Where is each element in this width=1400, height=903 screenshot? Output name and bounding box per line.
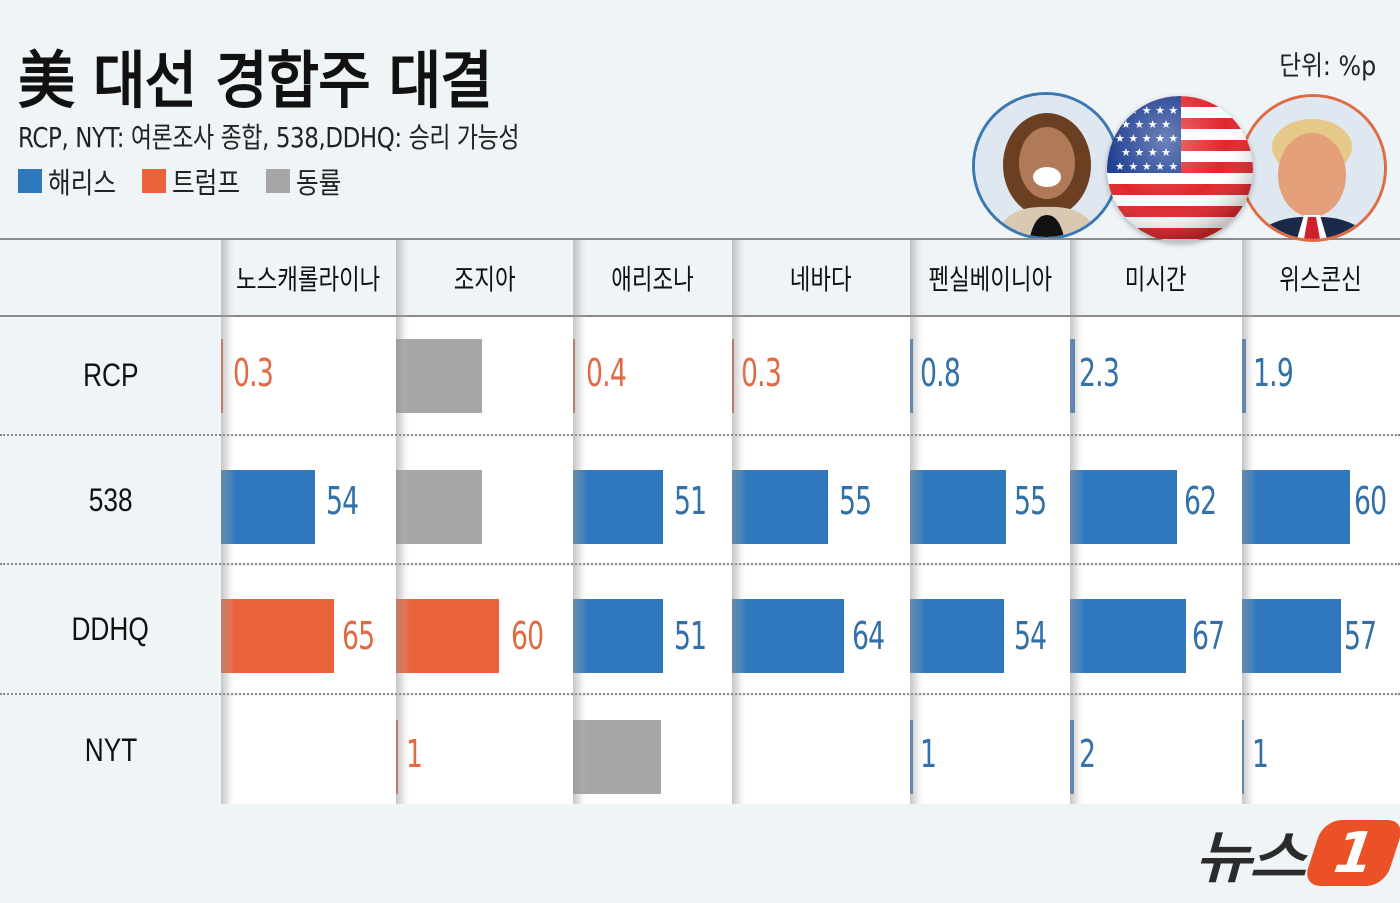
value-label: 1 <box>406 732 423 776</box>
comparison-table: 노스캐롤라이나 조지아 애리조나 네바다 펜실베이니아 미시간 위스콘신 RCP… <box>0 238 1400 804</box>
value-label: 55 <box>1014 479 1047 523</box>
value-label: 55 <box>839 479 872 523</box>
bar-harris <box>1242 470 1350 544</box>
bar-harris <box>573 470 663 544</box>
value-label: 67 <box>1192 614 1225 658</box>
legend-swatch-harris <box>18 169 42 193</box>
row-label: RCP <box>0 317 221 434</box>
harris-portrait <box>972 92 1120 240</box>
bar-harris <box>1242 599 1341 673</box>
table-row-nyt: NYT 1 1 2 1 <box>0 696 1400 804</box>
bar-harris <box>1070 599 1186 673</box>
column-header-georgia: 조지아 <box>453 262 516 296</box>
bar-harris <box>910 599 1004 673</box>
value-label: 60 <box>1354 479 1387 523</box>
bar-trump <box>573 339 575 413</box>
logo-mark-icon: 1 <box>1302 820 1400 886</box>
news1-logo: 뉴스 1 <box>1195 818 1400 891</box>
legend: 해리스 트럼프 동률 <box>18 160 349 202</box>
bar-harris <box>910 339 913 413</box>
table-row-538: 538 54 51 55 55 62 60 <box>0 437 1400 565</box>
bar-harris <box>1070 339 1075 413</box>
bar-tie <box>396 339 482 413</box>
chart-subtitle: RCP, NYT: 여론조사 종합, 538,DDHQ: 승리 가능성 <box>18 121 520 154</box>
candidate-portraits: ★ ★ ★ ★ ★ ★ ★ ★ ★ ★ ★ ★ ★ ★ ★ ★ ★ ★ ★ ★ … <box>972 92 1392 242</box>
bar-tie <box>396 470 482 544</box>
value-label: 2.3 <box>1079 351 1120 395</box>
value-label: 51 <box>674 614 707 658</box>
value-label: 0.3 <box>741 351 782 395</box>
legend-label: 트럼프 <box>172 166 241 200</box>
trump-avatar-icon <box>1242 97 1384 239</box>
bar-trump <box>396 599 499 673</box>
value-label: 57 <box>1344 614 1377 658</box>
bar-harris <box>221 470 315 544</box>
chart-title: 美 대선 경합주 대결 <box>18 44 493 117</box>
bar-trump <box>221 599 334 673</box>
column-header-pennsylvania: 펜실베이니아 <box>928 262 1052 296</box>
unit-label: 단위: %p <box>1279 51 1376 82</box>
us-flag-badge: ★ ★ ★ ★ ★ ★ ★ ★ ★ ★ ★ ★ ★ ★ ★ ★ ★ ★ ★ ★ … <box>1107 96 1253 242</box>
value-label: 54 <box>1014 614 1047 658</box>
column-header-north-carolina: 노스캐롤라이나 <box>236 262 381 296</box>
bar-harris <box>1242 720 1244 794</box>
value-label: 0.4 <box>586 351 627 395</box>
bar-harris <box>910 470 1006 544</box>
table-row-ddhq: DDHQ 65 60 51 64 54 67 57 <box>0 566 1400 695</box>
bar-harris <box>910 720 913 794</box>
legend-label: 해리스 <box>48 166 117 200</box>
legend-swatch-tie <box>266 169 291 193</box>
value-label: 1 <box>1252 732 1269 776</box>
value-label: 51 <box>674 479 707 523</box>
bar-harris <box>1070 470 1177 544</box>
logo-text: 뉴스 <box>1195 825 1306 891</box>
legend-item-harris: 해리스 <box>18 160 128 202</box>
value-label: 60 <box>511 614 544 658</box>
value-label: 62 <box>1184 479 1217 523</box>
bar-harris <box>1242 339 1246 413</box>
legend-item-trump: 트럼프 <box>142 160 252 202</box>
row-label: DDHQ <box>0 566 221 693</box>
bar-trump <box>396 720 398 794</box>
bar-trump <box>221 339 223 413</box>
column-header-michigan: 미시간 <box>1125 262 1187 296</box>
trump-portrait <box>1239 94 1387 242</box>
bar-harris <box>732 599 844 673</box>
value-label: 65 <box>342 614 375 658</box>
value-label: 1.9 <box>1253 351 1294 395</box>
column-header-wisconsin: 위스콘신 <box>1279 262 1363 296</box>
table-row-rcp: RCP 0.3 0.4 0.3 0.8 2.3 1.9 <box>0 317 1400 436</box>
legend-item-tie: 동률 <box>266 160 349 202</box>
bar-trump <box>732 339 734 413</box>
value-label: 64 <box>852 614 885 658</box>
bar-harris <box>732 470 828 544</box>
value-label: 1 <box>920 732 937 776</box>
value-label: 0.8 <box>920 351 961 395</box>
bar-tie <box>573 720 661 794</box>
legend-swatch-trump <box>142 169 167 193</box>
column-header-arizona: 애리조나 <box>611 262 694 296</box>
legend-label: 동률 <box>296 166 342 200</box>
bar-harris <box>573 599 663 673</box>
row-background <box>221 696 1400 804</box>
logo-mark-text: 1 <box>1329 820 1379 886</box>
value-label: 2 <box>1079 732 1096 776</box>
harris-avatar-icon <box>975 95 1117 237</box>
us-flag-icon: ★ ★ ★ ★ ★ ★ ★ ★ ★ ★ ★ ★ ★ ★ ★ ★ ★ ★ ★ ★ … <box>1107 96 1253 242</box>
column-header-nevada: 네바다 <box>790 262 852 296</box>
row-label: 538 <box>0 437 221 563</box>
value-label: 54 <box>326 479 359 523</box>
bar-harris <box>1070 720 1074 794</box>
header-row: 노스캐롤라이나 조지아 애리조나 네바다 펜실베이니아 미시간 위스콘신 <box>0 240 1400 317</box>
value-label: 0.3 <box>233 351 274 395</box>
row-label: NYT <box>0 696 221 804</box>
